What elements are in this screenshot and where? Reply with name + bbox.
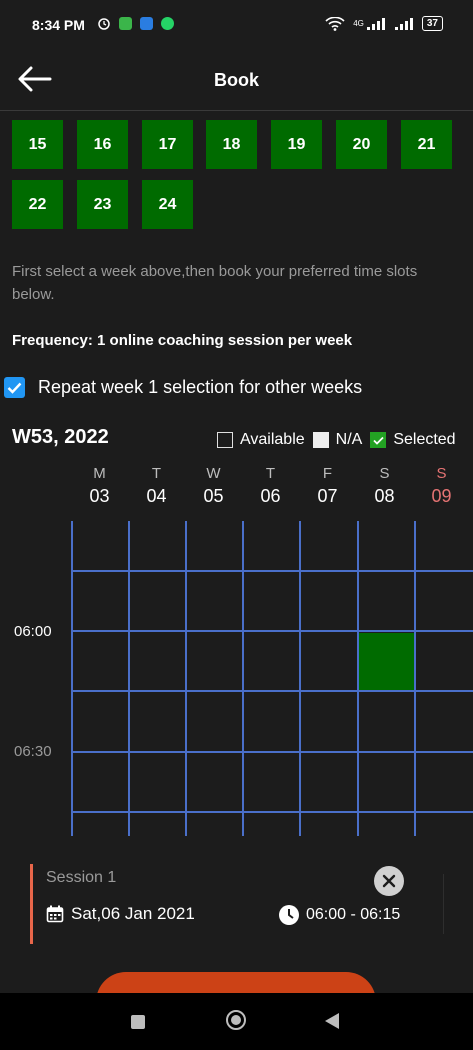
grid-column-line	[357, 521, 359, 836]
day-name: M	[93, 465, 106, 482]
session-accent-bar	[30, 864, 33, 944]
calendar-icon	[46, 905, 64, 923]
day-name: S	[436, 465, 447, 482]
week-button[interactable]: 16	[77, 120, 128, 169]
legend-selected: Selected	[370, 431, 456, 449]
recents-icon[interactable]	[131, 1015, 145, 1029]
week-button[interactable]: 22	[12, 180, 63, 229]
day-header: W 05	[185, 465, 242, 507]
session-card: Session 1 Sat,06 Jan 2021 06:00 - 06:15	[30, 864, 444, 944]
week-button[interactable]: 15	[12, 120, 63, 169]
day-date: 04	[146, 486, 167, 506]
day-header-sunday: S 09	[413, 465, 470, 507]
week-button[interactable]: 23	[77, 180, 128, 229]
back-arrow-icon[interactable]	[16, 64, 52, 94]
message-notification-icon	[140, 16, 153, 30]
day-date: 05	[203, 486, 224, 506]
week-button[interactable]: 24	[142, 180, 193, 229]
day-name: W	[206, 465, 221, 482]
grid-column-line	[299, 521, 301, 836]
day-header: M 03	[71, 465, 128, 507]
signal-icon-2	[394, 17, 413, 30]
repeat-label: Repeat week 1 selection for other weeks	[38, 377, 363, 397]
app-bar: Book	[0, 52, 473, 111]
time-label: 06:00	[14, 623, 52, 640]
grid-column-line	[242, 521, 244, 836]
app-notification-icon	[119, 16, 132, 30]
day-header: S 08	[356, 465, 413, 507]
week-button[interactable]: 21	[401, 120, 452, 169]
legend-na-label: N/A	[335, 431, 363, 448]
week-button[interactable]: 19	[271, 120, 322, 169]
system-nav-bar	[0, 993, 473, 1050]
time-label: 06:30	[14, 743, 52, 760]
day-date: 03	[89, 486, 110, 506]
legend-available: Available	[217, 431, 305, 449]
grid-column-line	[128, 521, 130, 836]
close-icon	[382, 874, 396, 888]
grid-column-line	[185, 521, 187, 836]
day-date: 08	[374, 486, 395, 506]
available-swatch	[217, 432, 233, 448]
remove-session-button[interactable]	[374, 866, 404, 896]
notification-icons	[97, 16, 174, 30]
whatsapp-icon	[161, 16, 174, 30]
instruction-text: First select a week above,then book your…	[12, 263, 418, 303]
legend-available-label: Available	[240, 431, 305, 448]
grid-column-line	[71, 521, 73, 836]
selected-swatch	[370, 432, 387, 448]
day-header: F 07	[299, 465, 356, 507]
back-triangle-icon[interactable]	[325, 1013, 339, 1029]
week-button[interactable]: 20	[336, 120, 387, 169]
repeat-selection-row[interactable]: Repeat week 1 selection for other weeks	[4, 377, 362, 398]
day-date: 06	[260, 486, 281, 506]
checkmark-icon	[373, 436, 384, 445]
battery-icon: 37	[421, 16, 443, 31]
day-header: T 06	[242, 465, 299, 507]
day-name: T	[265, 465, 276, 482]
session-time-text: 06:00 - 06:15	[306, 906, 401, 923]
grid-row-line	[71, 811, 473, 813]
alarm-icon	[98, 18, 110, 30]
na-swatch	[312, 432, 329, 448]
session-date: Sat,06 Jan 2021	[46, 904, 195, 924]
day-headers: M 03 T 04 W 05 T 06 F 07 S 08 S 09	[71, 465, 473, 515]
legend: Available N/A Selected	[217, 431, 464, 449]
page-title: Book	[214, 70, 259, 90]
signal-icon	[366, 17, 385, 30]
status-time: 8:34 PM	[32, 17, 85, 33]
home-icon[interactable]	[226, 1010, 246, 1030]
time-slot-grid[interactable]	[71, 521, 473, 836]
week-label: W53, 2022	[12, 426, 109, 448]
status-right: 4G 37	[325, 16, 443, 31]
frequency-text: Frequency: 1 online coaching session per…	[12, 332, 353, 349]
session-date-text: Sat,06 Jan 2021	[71, 904, 195, 923]
checkmark-icon	[7, 382, 22, 394]
day-name: F	[322, 465, 333, 482]
clock-icon	[279, 905, 299, 925]
legend-selected-label: Selected	[393, 431, 456, 448]
day-date: 07	[317, 486, 338, 506]
session-time: 06:00 - 06:15	[278, 904, 400, 926]
grid-row-line	[71, 630, 473, 632]
day-date: 09	[431, 486, 452, 506]
legend-na: N/A	[312, 431, 363, 449]
week-button[interactable]: 18	[206, 120, 257, 169]
repeat-checkbox[interactable]	[4, 377, 25, 398]
card-divider	[443, 874, 444, 934]
day-name: T	[151, 465, 162, 482]
grid-column-line	[414, 521, 416, 836]
wifi-icon	[325, 16, 345, 31]
status-bar: 8:34 PM 4G 37	[0, 0, 473, 52]
day-header: T 04	[128, 465, 185, 507]
day-name: S	[379, 465, 390, 482]
grid-row-line	[71, 751, 473, 753]
grid-row-line	[71, 690, 473, 692]
grid-row-line	[71, 570, 473, 572]
session-title: Session 1	[46, 869, 117, 886]
week-button[interactable]: 17	[142, 120, 193, 169]
selected-time-slot[interactable]	[359, 633, 416, 691]
network-type: 4G	[353, 19, 364, 28]
